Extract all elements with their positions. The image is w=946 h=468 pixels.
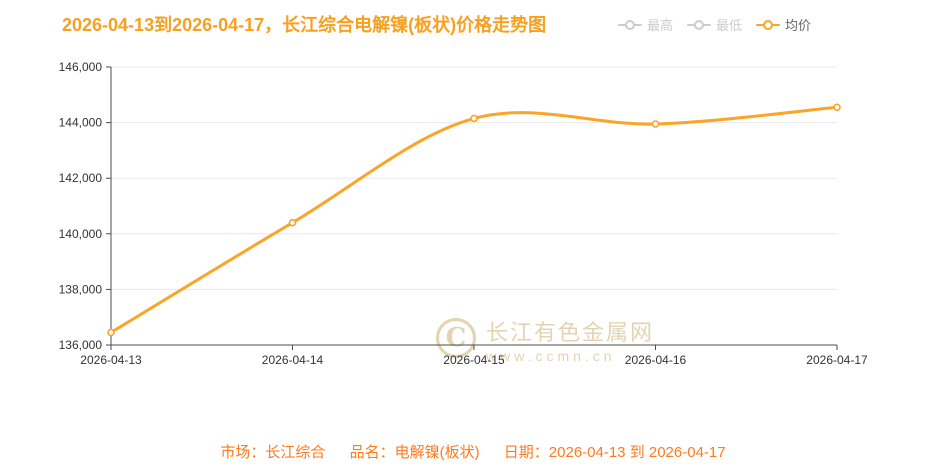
data-point-marker [288,218,297,227]
footer-market: 市场：长江综合 [220,444,326,461]
x-axis-label: 2026-04-15 [443,353,505,367]
y-axis-label: 146,000 [59,60,103,74]
data-point-marker [833,103,841,112]
x-axis-label: 2026-04-16 [625,353,687,367]
footer-product: 品名：电解镍(板状) [349,444,480,461]
legend: 最高 最低 均价 [618,15,811,34]
data-point-marker [470,114,478,123]
legend-label: 均价 [785,18,812,33]
legend-label: 最高 [647,18,674,33]
x-axis-label: 2026-04-13 [80,353,142,367]
data-point-marker [651,120,660,128]
x-axis-label: 2026-04-14 [262,353,324,367]
legend-item-lowest[interactable]: 最低 [687,15,742,34]
y-axis-label: 142,000 [59,171,103,185]
x-axis-label: 2026-04-17 [806,353,868,367]
chart-footer: 市场：长江综合 品名：电解镍(板状) 日期：2026-04-13 到 2026-… [0,441,946,462]
price-trend-line-chart: 136,000 138,000 140,000 142,000 144,000 146,0… [59,60,868,367]
y-axis-label: 136,000 [59,338,103,352]
y-axis-label: 140,000 [59,227,103,241]
legend-item-average[interactable]: 均价 [756,15,811,34]
legend-label: 最低 [716,18,743,33]
legend-item-highest[interactable]: 最高 [618,15,673,34]
price-line-series [109,105,839,334]
line-marker-icon [618,19,642,30]
page-title: 2026-04-13到2026-04-17，长江综合电解镍(板状)价格走势图 [62,15,547,35]
data-point-marker [107,328,115,337]
line-marker-icon [687,19,712,30]
y-axis-label: 138,000 [59,282,103,296]
y-axis-label: 144,000 [59,116,103,130]
footer-date-range: 日期：2026-04-13 到 2026-04-17 [503,444,726,461]
line-marker-icon [756,19,781,30]
